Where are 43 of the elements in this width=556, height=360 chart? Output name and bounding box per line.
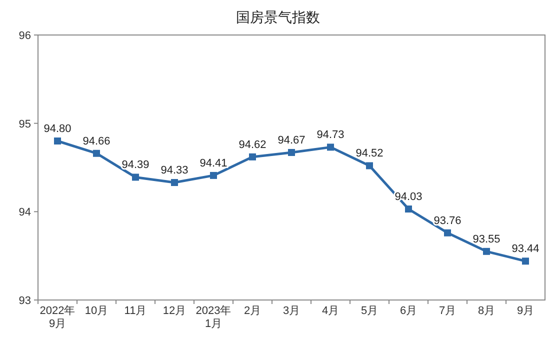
chart-title: 国房景气指数 <box>236 9 320 25</box>
data-label: 94.41 <box>200 157 228 170</box>
point <box>249 153 256 160</box>
point <box>171 179 178 186</box>
point <box>288 148 295 156</box>
data-label: 94.39 <box>122 159 150 172</box>
y-tick-label: 93 <box>18 295 31 307</box>
point <box>522 258 529 265</box>
x-tick-label: 10月 <box>84 305 108 317</box>
x-tick-label: 2022年 9月 <box>40 305 76 330</box>
data-label: 93.76 <box>434 214 462 227</box>
y-tick-label: 96 <box>18 30 31 42</box>
point <box>327 144 334 151</box>
x-tick-label: 2月 <box>244 305 262 317</box>
x-tick-label: 9月 <box>516 305 534 317</box>
x-tick-label: 11月 <box>124 305 147 317</box>
point <box>132 174 139 181</box>
x-tick-label: 4月 <box>322 305 340 317</box>
point <box>54 138 61 144</box>
x-tick-label: 6月 <box>400 305 418 317</box>
data-label: 94.52 <box>356 148 384 160</box>
point <box>210 172 217 179</box>
x-tick-label: 12月 <box>162 305 186 317</box>
data-label: 94.66 <box>82 135 110 148</box>
point <box>93 150 100 157</box>
point <box>444 229 451 236</box>
x-tick-label: 7月 <box>438 305 456 317</box>
data-label: 93.44 <box>512 243 540 256</box>
data-label: 94.73 <box>316 129 344 142</box>
y-tick-label: 94 <box>18 206 31 219</box>
data-label: 94.62 <box>238 138 266 151</box>
x-tick-label: 2023年 1月 <box>196 305 232 330</box>
data-label: 93.55 <box>472 233 500 246</box>
data-label: 94.67 <box>278 134 306 146</box>
data-label: 94.80 <box>44 123 72 135</box>
point <box>366 162 373 170</box>
x-tick-label: 3月 <box>282 305 300 317</box>
x-tick-label: 5月 <box>360 305 378 317</box>
x-tick-label: 8月 <box>478 305 496 317</box>
point <box>483 248 490 255</box>
data-label: 94.33 <box>160 164 188 177</box>
point <box>405 206 412 213</box>
y-tick-label: 95 <box>18 118 31 130</box>
